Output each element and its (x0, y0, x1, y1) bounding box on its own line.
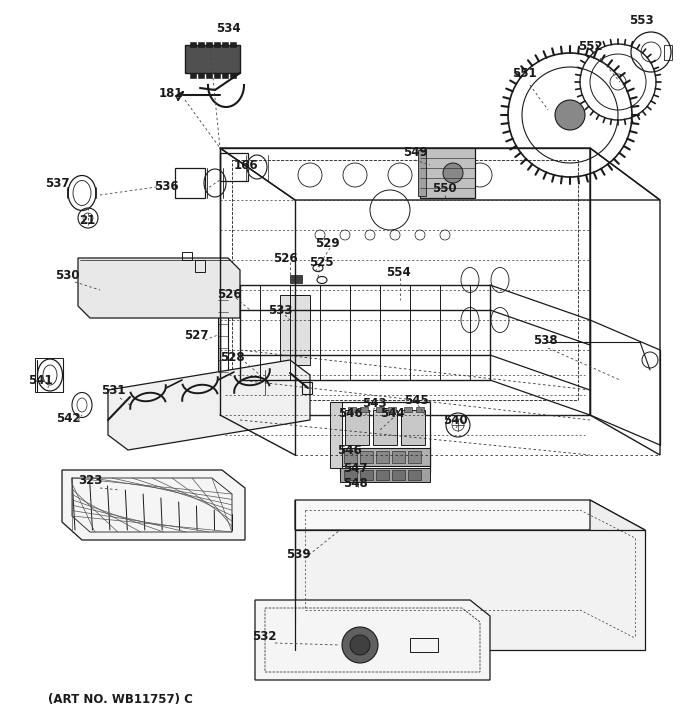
Bar (408, 470, 421, 480)
Polygon shape (295, 500, 645, 530)
Polygon shape (108, 360, 310, 450)
Bar (420, 148, 475, 198)
Text: 531: 531 (101, 384, 125, 397)
Bar (302, 382, 312, 394)
Bar (348, 407, 356, 412)
Bar (190, 42, 196, 47)
Text: 527: 527 (184, 328, 208, 341)
Bar (220, 153, 248, 181)
Text: 553: 553 (629, 14, 653, 27)
Bar (404, 407, 412, 412)
Text: 529: 529 (315, 236, 339, 249)
Bar (376, 451, 389, 463)
Text: 554: 554 (386, 265, 410, 278)
Text: 538: 538 (532, 334, 558, 347)
Text: 536: 536 (154, 180, 178, 193)
Text: 526: 526 (217, 288, 241, 300)
Text: 166: 166 (234, 159, 258, 172)
Bar (416, 407, 424, 412)
Bar (175, 168, 205, 198)
Bar (344, 451, 357, 463)
Polygon shape (280, 295, 310, 365)
Bar (376, 407, 384, 412)
Polygon shape (78, 258, 240, 318)
Bar (185, 45, 240, 73)
Bar (373, 410, 397, 445)
Bar (340, 448, 430, 466)
Text: 528: 528 (220, 350, 244, 363)
Bar (198, 42, 204, 47)
Bar (388, 407, 396, 412)
Text: 542: 542 (56, 412, 80, 425)
Bar (340, 468, 430, 482)
Bar (360, 470, 373, 480)
Bar (401, 410, 425, 445)
Text: 548: 548 (343, 476, 367, 489)
Text: 532: 532 (252, 631, 276, 644)
Text: 550: 550 (432, 181, 456, 194)
Bar (392, 451, 405, 463)
Text: 181: 181 (158, 86, 183, 99)
Bar (198, 73, 204, 78)
Text: 21: 21 (79, 213, 95, 226)
Bar (214, 73, 220, 78)
Bar (360, 407, 368, 412)
Bar (418, 150, 426, 196)
Text: 546: 546 (338, 407, 362, 420)
Bar (222, 73, 228, 78)
Circle shape (555, 100, 585, 130)
Bar (360, 451, 373, 463)
Text: 526: 526 (273, 252, 297, 265)
Text: 547: 547 (343, 462, 367, 474)
Bar (340, 402, 430, 472)
Bar (345, 410, 369, 445)
Bar (376, 470, 389, 480)
Text: 545: 545 (404, 394, 428, 407)
Bar (330, 402, 342, 468)
Bar (230, 42, 236, 47)
Text: 541: 541 (28, 373, 52, 386)
Bar (408, 451, 421, 463)
Circle shape (342, 627, 378, 663)
Circle shape (443, 163, 463, 183)
Bar (35, 358, 63, 392)
Text: 552: 552 (578, 39, 602, 52)
Bar (392, 470, 405, 480)
Bar (344, 470, 357, 480)
Bar (290, 275, 302, 283)
Bar (206, 73, 212, 78)
Text: 323: 323 (78, 473, 102, 486)
Text: 540: 540 (443, 413, 467, 426)
Text: 530: 530 (55, 268, 80, 281)
Text: 544: 544 (379, 407, 405, 420)
Bar (206, 42, 212, 47)
Bar (295, 295, 307, 303)
Text: 543: 543 (362, 397, 386, 410)
Text: 533: 533 (268, 304, 292, 317)
Polygon shape (255, 600, 490, 680)
Text: 537: 537 (45, 176, 69, 189)
Text: 546: 546 (337, 444, 361, 457)
Text: 525: 525 (309, 255, 333, 268)
Text: 551: 551 (511, 67, 537, 80)
Text: 539: 539 (286, 549, 310, 561)
Bar (214, 42, 220, 47)
Text: 549: 549 (403, 146, 427, 159)
Bar (410, 638, 438, 652)
Circle shape (350, 635, 370, 655)
Polygon shape (295, 530, 645, 650)
Polygon shape (62, 470, 245, 540)
Polygon shape (590, 500, 645, 650)
Bar (222, 42, 228, 47)
Text: (ART NO. WB11757) C: (ART NO. WB11757) C (48, 694, 192, 706)
Text: 534: 534 (216, 22, 240, 35)
Bar (230, 73, 236, 78)
Bar (190, 73, 196, 78)
